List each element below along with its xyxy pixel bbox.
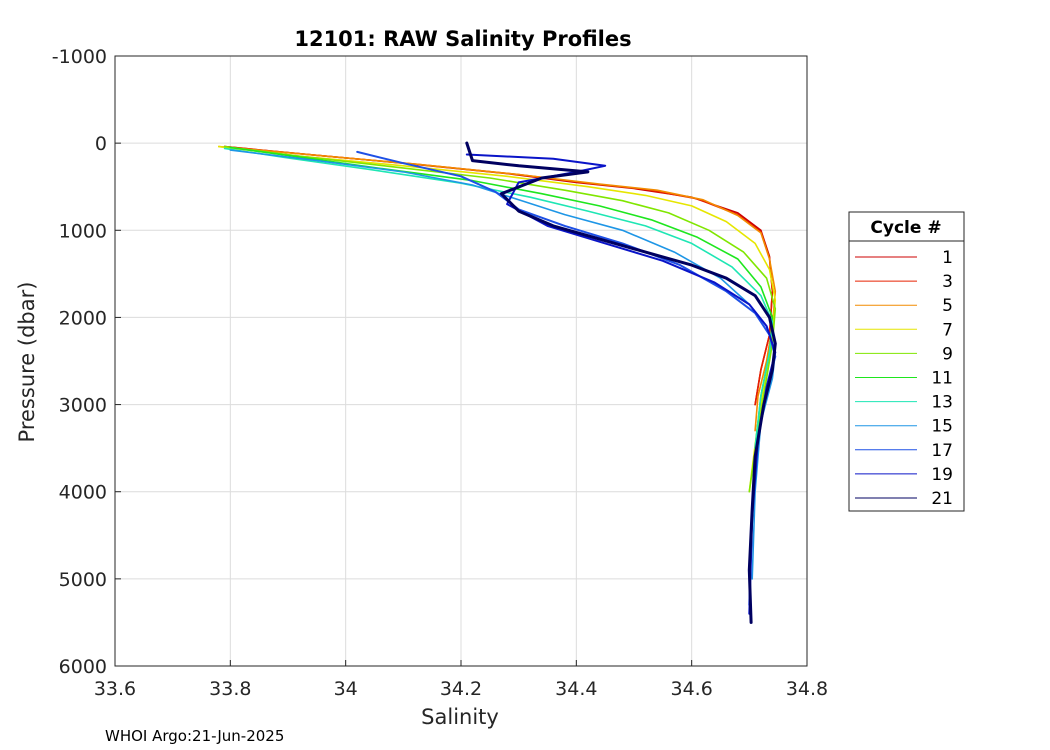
y-tick-label: 0 xyxy=(95,133,107,155)
x-tick-label: 33.8 xyxy=(209,678,251,700)
legend-label-cycle-1: 1 xyxy=(942,248,953,268)
series-line-cycle-9 xyxy=(223,145,777,493)
x-tick-label: 34.8 xyxy=(786,678,828,700)
legend-label-cycle-17: 17 xyxy=(931,441,953,461)
series-line-cycle-13 xyxy=(223,147,774,449)
y-tick-label: 1000 xyxy=(59,220,107,242)
x-tick-label: 34 xyxy=(334,678,358,700)
legend-label-cycle-11: 11 xyxy=(931,369,953,389)
series-group xyxy=(218,141,777,624)
legend-label-cycle-3: 3 xyxy=(942,272,953,292)
x-tick-label: 33.6 xyxy=(94,678,136,700)
plot-frame xyxy=(114,55,808,667)
y-tick-label: -1000 xyxy=(52,46,107,68)
y-axis-label: Pressure (dbar) xyxy=(15,282,39,443)
x-tick-label: 34.6 xyxy=(671,678,713,700)
legend-label-cycle-9: 9 xyxy=(942,344,953,364)
grid xyxy=(114,55,808,667)
y-tick-label: 4000 xyxy=(59,482,107,504)
legend-label-cycle-5: 5 xyxy=(942,296,953,316)
x-tick-label: 34.2 xyxy=(440,678,482,700)
x-axis-label: Salinity xyxy=(421,705,499,729)
legend-title: Cycle # xyxy=(870,218,941,238)
series-line-cycle-15 xyxy=(229,149,777,580)
legend-label-cycle-19: 19 xyxy=(931,465,953,485)
y-tick-label: 3000 xyxy=(59,395,107,417)
x-tick-label: 34.4 xyxy=(555,678,597,700)
legend-label-cycle-13: 13 xyxy=(931,393,953,413)
series-line-cycle-21 xyxy=(465,141,777,624)
y-tick-label: 6000 xyxy=(59,656,107,678)
y-tick-label: 2000 xyxy=(59,307,107,329)
tick-labels: 33.6 33.8 34 34.2 34.4 34.6 34.8 -1000 0 1000 2000… xyxy=(52,46,828,700)
legend-label-cycle-7: 7 xyxy=(942,320,953,340)
legend-label-cycle-15: 15 xyxy=(931,417,953,437)
legend-box xyxy=(848,211,965,512)
footer-credit: WHOI Argo:21-Jun-2025 xyxy=(105,727,284,745)
y-tick-label: 5000 xyxy=(59,569,107,591)
chart-title: 12101: RAW Salinity Profiles xyxy=(294,27,631,51)
legend-label-cycle-21: 21 xyxy=(931,489,953,509)
series-line-cycle-5 xyxy=(218,145,777,432)
